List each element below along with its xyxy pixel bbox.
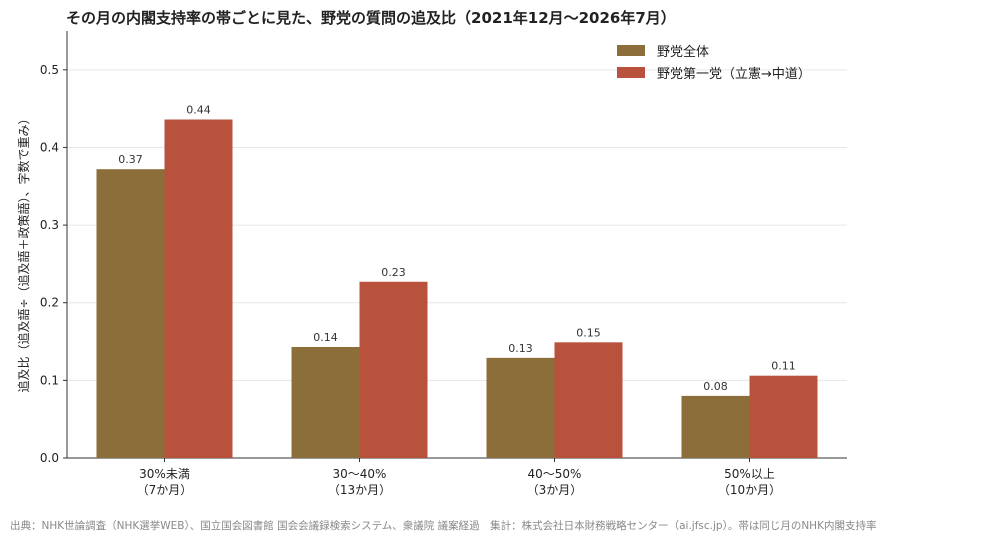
- x-tick-label: 30〜40%: [333, 467, 387, 481]
- legend-swatch: [617, 67, 645, 78]
- legend-swatch: [617, 45, 645, 56]
- data-label: 0.11: [771, 360, 796, 373]
- x-tick-sublabel: （10か月）: [718, 483, 781, 497]
- data-label: 0.37: [118, 153, 143, 166]
- x-tick-label: 50%以上: [724, 467, 775, 481]
- y-tick-label: 0.1: [40, 373, 59, 387]
- data-label: 0.23: [381, 266, 406, 279]
- legend-label: 野党第一党（立憲→中道）: [657, 66, 811, 82]
- source-note: 出典：NHK世論調査（NHK選挙WEB）、国立国会図書館 国会会議録検索システム…: [10, 520, 877, 532]
- bar: [749, 375, 818, 458]
- chart-title: その月の内閣支持率の帯ごとに見た、野党の質問の追及比（2021年12月〜2026…: [66, 9, 676, 27]
- legend-label: 野党全体: [657, 44, 709, 60]
- x-tick-sublabel: （7か月）: [137, 483, 193, 497]
- x-tick-sublabel: （13か月）: [328, 483, 391, 497]
- y-tick-label: 0.2: [40, 296, 59, 310]
- y-tick-label: 0.0: [40, 451, 59, 465]
- y-tick-label: 0.5: [40, 63, 59, 77]
- data-label: 0.13: [508, 342, 533, 355]
- x-tick-label: 30%未満: [139, 467, 190, 481]
- y-axis-label: 追及比（追及語÷（追及語＋政策語）、字数で重み）: [16, 112, 31, 392]
- bar: [359, 281, 428, 458]
- bar: [554, 342, 623, 458]
- bar: [291, 346, 360, 458]
- data-label: 0.14: [313, 331, 338, 344]
- bar: [486, 357, 555, 458]
- y-tick-label: 0.3: [40, 218, 59, 232]
- y-tick-label: 0.4: [40, 140, 59, 154]
- bar: [164, 119, 233, 458]
- bar: [681, 395, 750, 458]
- data-label: 0.15: [576, 326, 601, 339]
- data-label: 0.44: [186, 104, 211, 117]
- x-tick-label: 40〜50%: [528, 467, 582, 481]
- bar: [96, 169, 165, 458]
- x-tick-sublabel: （3か月）: [527, 483, 583, 497]
- data-label: 0.08: [703, 380, 728, 393]
